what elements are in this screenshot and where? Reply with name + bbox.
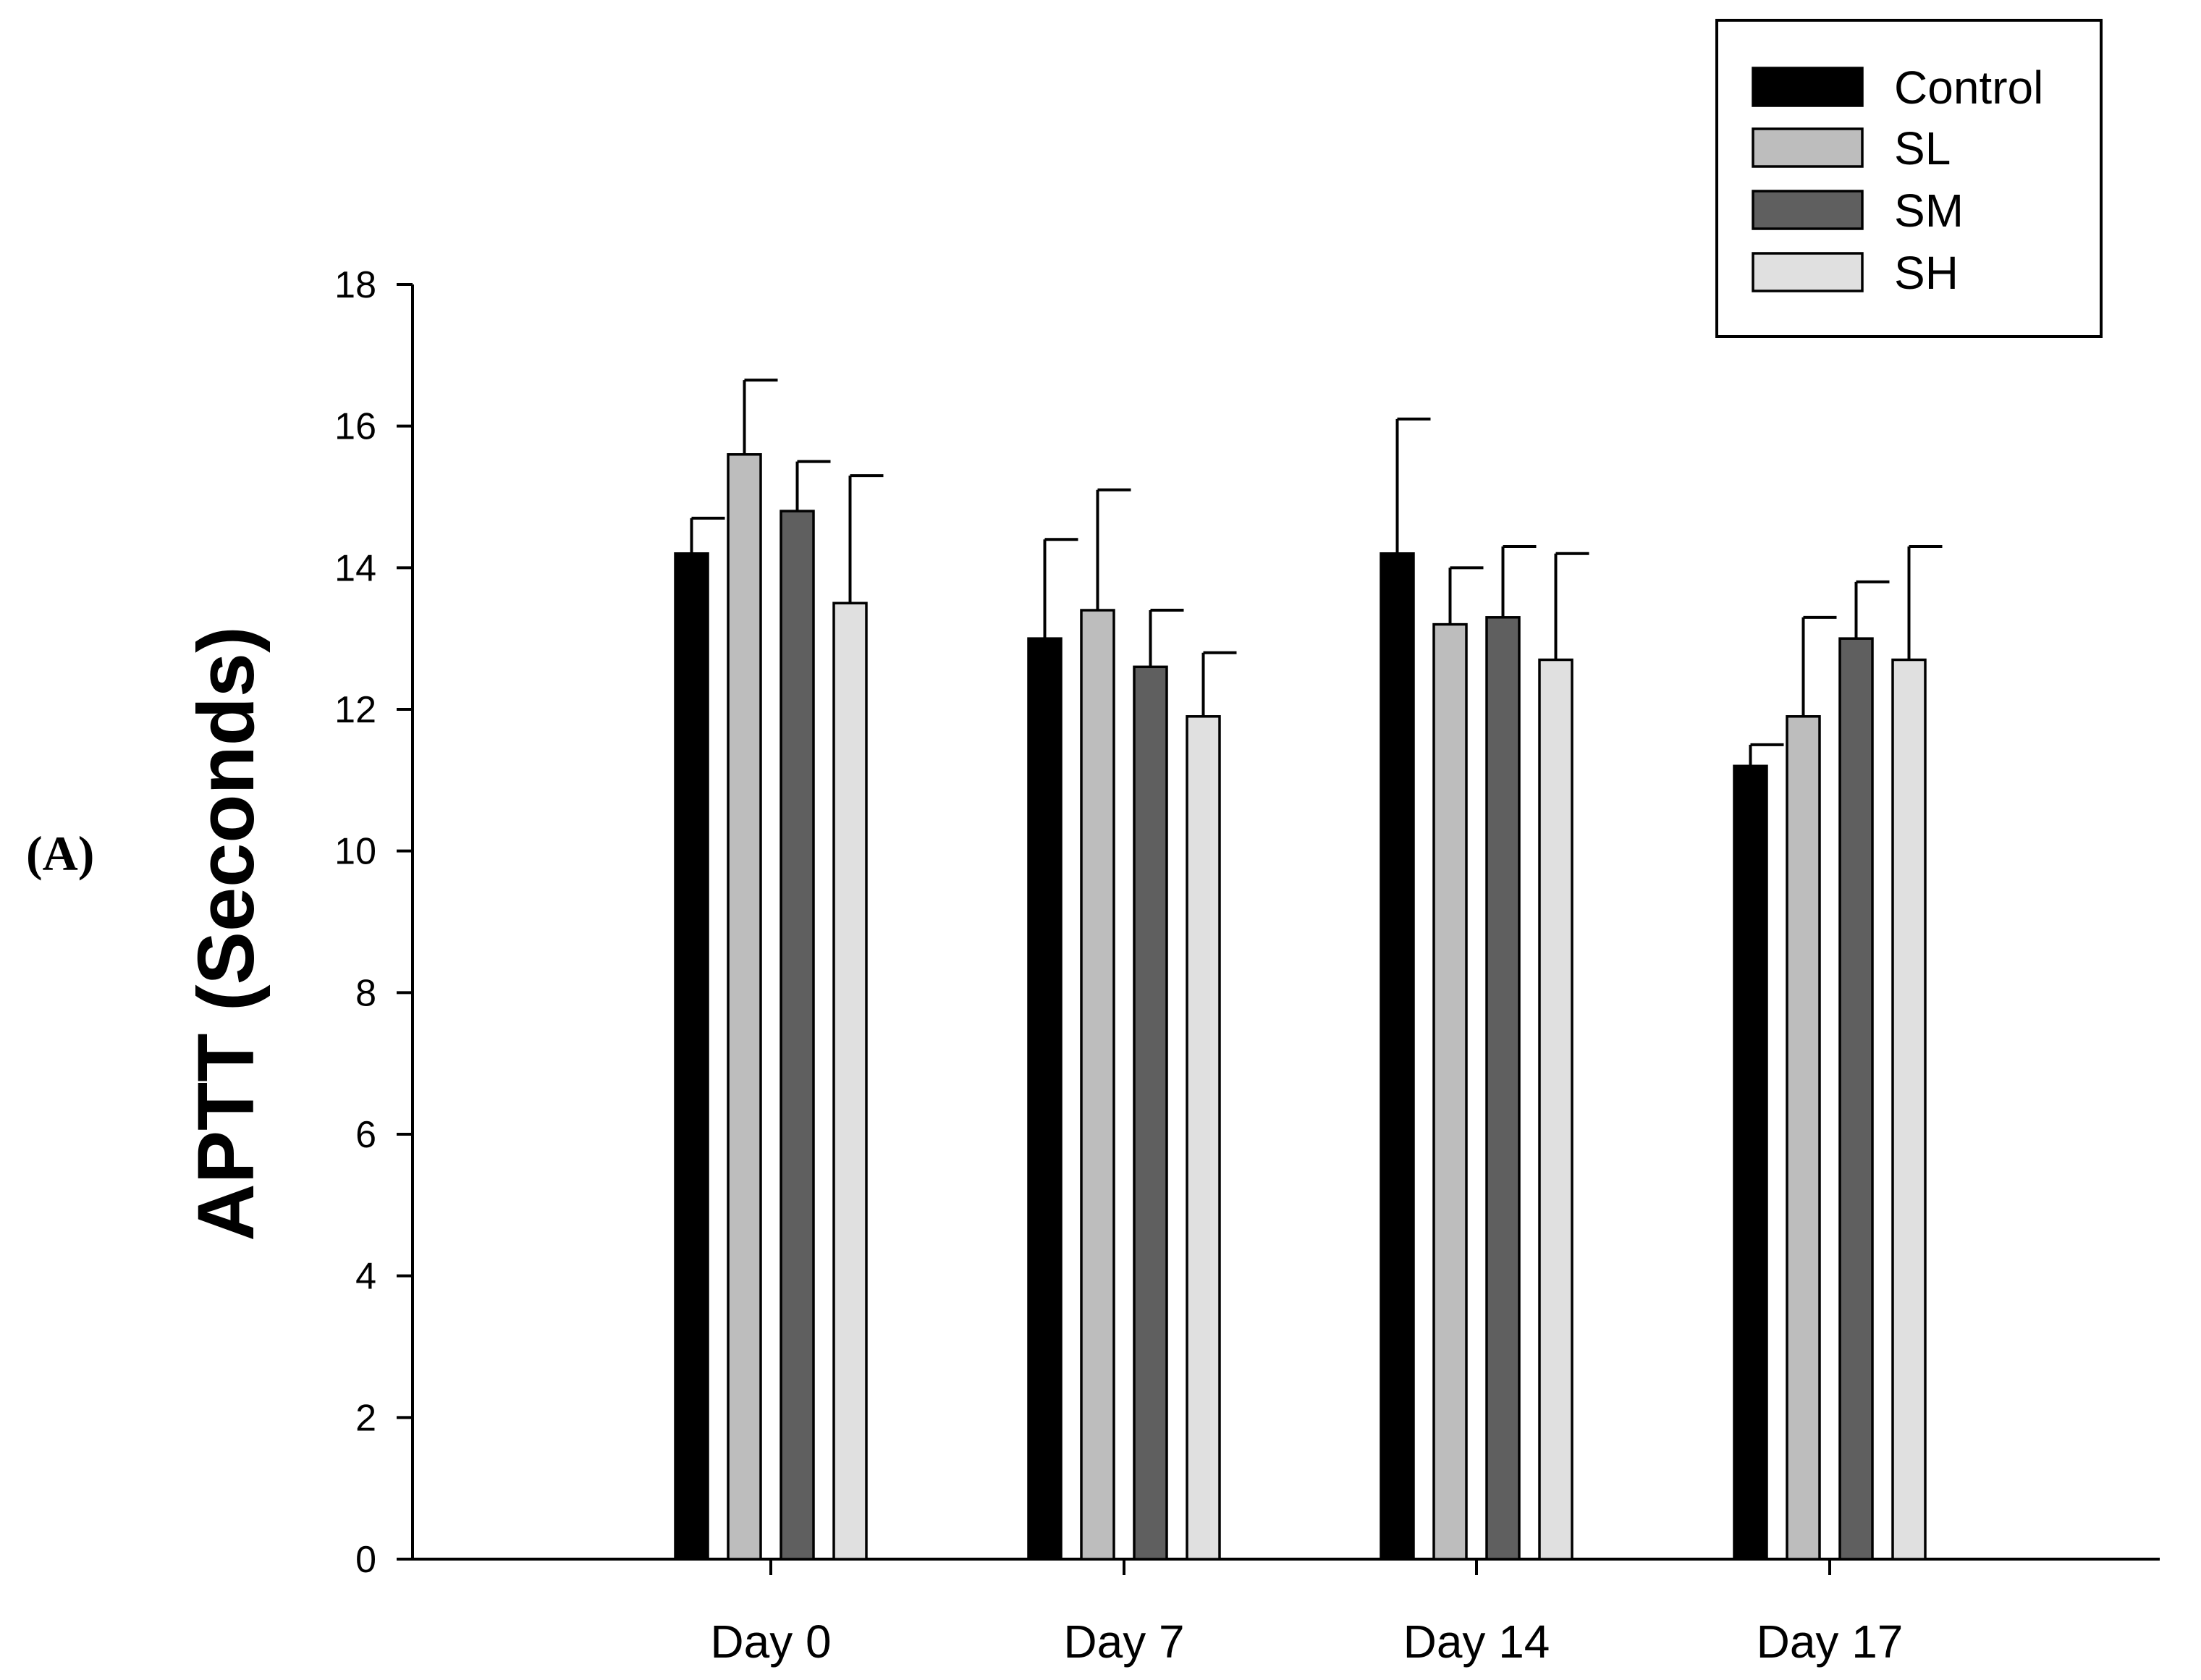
- x-tick-label: Day 7: [1063, 1616, 1184, 1668]
- legend: Control SL SM SH: [1715, 19, 2103, 338]
- legend-swatch: [1752, 190, 1864, 230]
- y-tick-label: 8: [355, 972, 376, 1014]
- y-tick-label: 16: [334, 406, 376, 448]
- bar-control-day-0: [674, 552, 709, 1561]
- bar-control-day-7: [1027, 637, 1063, 1561]
- bar-sh-day-0: [832, 601, 868, 1561]
- legend-label: Control: [1894, 62, 2043, 114]
- bar-control-day-14: [1380, 552, 1415, 1561]
- legend-label: SM: [1894, 185, 1964, 237]
- legend-label: SH: [1894, 247, 1959, 299]
- legend-swatch: [1752, 67, 1864, 107]
- y-tick-label: 6: [355, 1114, 376, 1156]
- bar-sm-day-17: [1838, 637, 1874, 1561]
- x-tick-label: Day 14: [1403, 1616, 1550, 1668]
- y-tick-label: 10: [334, 831, 376, 873]
- bar-sl-day-14: [1432, 622, 1468, 1561]
- x-tick-label: Day 17: [1757, 1616, 1904, 1668]
- legend-label: SL: [1894, 122, 1951, 174]
- bar-sm-day-0: [780, 510, 815, 1561]
- bar-sh-day-7: [1186, 715, 1221, 1561]
- bars: [674, 379, 1943, 1561]
- bar-control-day-17: [1733, 764, 1768, 1561]
- legend-swatch: [1752, 252, 1864, 292]
- bar-sh-day-17: [1891, 658, 1927, 1561]
- bar-sl-day-17: [1786, 715, 1821, 1561]
- y-tick-label: 18: [334, 264, 376, 306]
- y-tick-label: 0: [355, 1539, 376, 1581]
- y-tick-label: 12: [334, 689, 376, 731]
- y-tick-label: 4: [355, 1256, 376, 1298]
- legend-swatch: [1752, 127, 1864, 168]
- bar-sm-day-7: [1133, 665, 1168, 1561]
- bar-sh-day-14: [1538, 658, 1573, 1561]
- y-axis-title: APTT (Seconds): [182, 626, 271, 1241]
- panel-label: (A): [26, 826, 94, 881]
- bar-sl-day-7: [1080, 609, 1115, 1561]
- axes: 0 2 4 6 8 10 12 14 16 18 Day 0 Day 7 Day 14 Day 17: [334, 264, 2160, 1668]
- bar-sm-day-14: [1485, 616, 1521, 1561]
- y-tick-label: 14: [334, 547, 376, 589]
- x-tick-label: Day 0: [710, 1616, 831, 1668]
- bar-sl-day-0: [727, 453, 762, 1561]
- y-tick-label: 2: [355, 1397, 376, 1439]
